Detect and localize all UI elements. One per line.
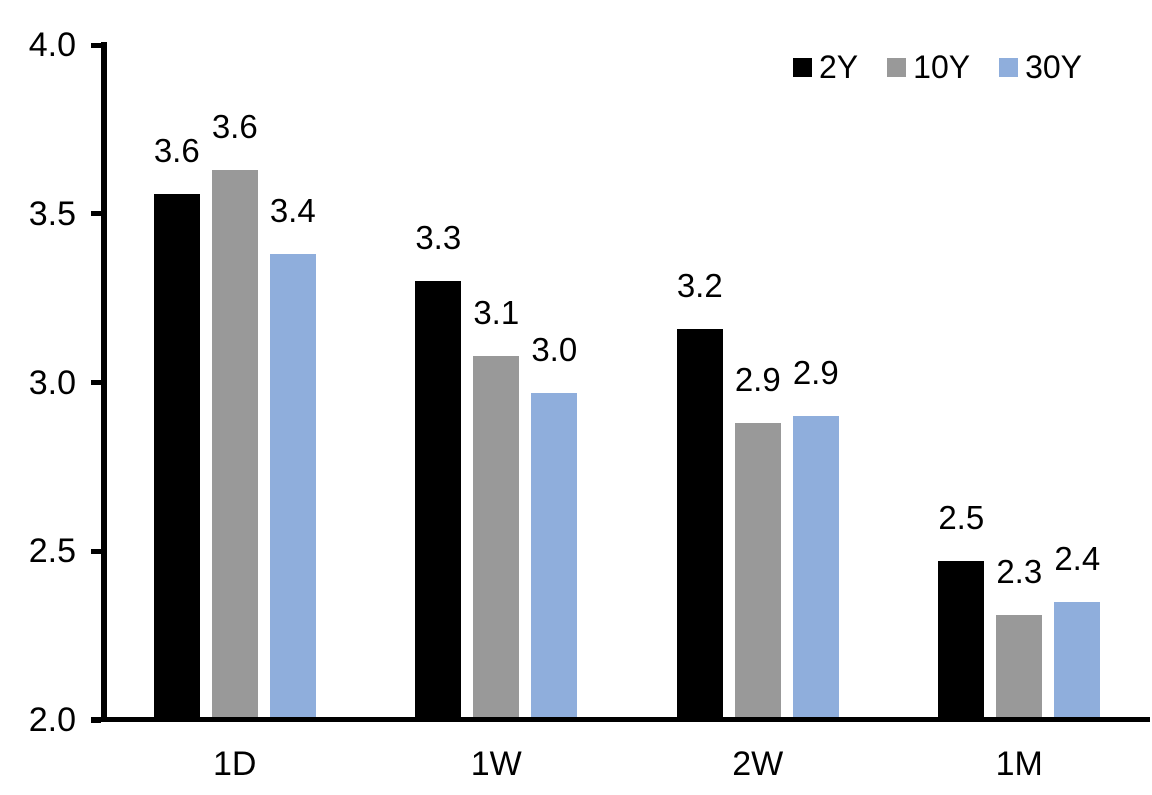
bar-value-label-2y-1w: 3.3 (415, 219, 462, 257)
y-axis-tick-mark (91, 548, 101, 554)
y-axis-tick-label: 2.5 (28, 532, 76, 571)
bar-30y-1d (269, 254, 316, 720)
y-axis-tick-mark (91, 380, 101, 385)
bar-10y-1w (473, 355, 520, 720)
bar-value-label-30y-1m: 2.4 (1054, 539, 1101, 577)
x-axis-category-label-1w: 1W (470, 745, 522, 783)
bar-value-label-2y-1d: 3.6 (153, 131, 200, 169)
x-axis-line (91, 717, 1150, 722)
bar-value-label-2y-2w: 3.2 (676, 266, 723, 304)
legend-item-10y: 10Y (887, 49, 971, 85)
legend-item-2y: 2Y (793, 49, 859, 85)
y-axis-tick-label: 2.0 (28, 701, 76, 739)
legend-label-2y: 2Y (819, 49, 859, 85)
bar-value-label-30y-1w: 3.0 (531, 330, 578, 368)
bar-30y-1m (1054, 601, 1101, 720)
bar-value-label-10y-1d: 3.6 (211, 107, 258, 145)
bar-2y-1d (153, 193, 200, 720)
legend-swatch-30y (999, 58, 1019, 77)
x-axis-category-label-2w: 2W (732, 745, 784, 783)
y-axis-tick-label: 3.0 (28, 363, 76, 402)
y-axis-tick-mark (91, 211, 101, 217)
bar-value-label-10y-2w: 2.9 (734, 361, 781, 398)
bar-2y-1w (415, 281, 462, 720)
bar-value-label-10y-1w: 3.1 (473, 293, 520, 331)
legend-label-10y: 10Y (913, 49, 971, 85)
bar-10y-2w (734, 423, 781, 720)
bar-value-label-30y-2w: 2.9 (792, 354, 839, 392)
y-axis-line (101, 42, 107, 722)
y-axis-tick-label: 3.5 (28, 194, 76, 233)
bar-10y-1d (211, 169, 258, 720)
bar-value-label-2y-1m: 2.5 (938, 499, 985, 537)
legend: 2Y 10Y 30Y (793, 49, 1083, 85)
bar-2y-1m (938, 561, 985, 720)
bar-30y-2w (792, 416, 839, 720)
bar-2y-2w (676, 328, 723, 720)
legend-swatch-10y (887, 58, 907, 77)
y-axis-tick-mark (91, 42, 101, 48)
legend-label-30y: 30Y (1025, 49, 1083, 85)
x-axis-category-label-1d: 1D (213, 745, 257, 783)
bar-value-label-10y-1m: 2.3 (996, 553, 1043, 591)
legend-swatch-2y (793, 58, 812, 77)
bar-value-label-30y-1d: 3.4 (269, 192, 316, 230)
legend-item-30y: 30Y (999, 49, 1083, 85)
y-axis-tick-label: 4.0 (28, 26, 76, 64)
x-axis-category-label-1m: 1M (995, 745, 1043, 783)
bar-30y-1w (531, 392, 578, 720)
bar-10y-1m (996, 615, 1043, 720)
